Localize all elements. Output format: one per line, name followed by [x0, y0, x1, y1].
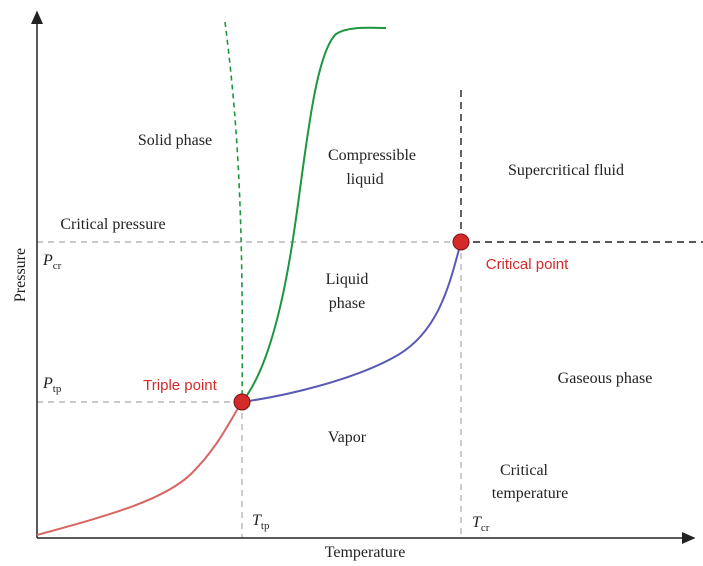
region-label: Liquid — [326, 271, 369, 288]
region-label: Vapor — [328, 429, 367, 446]
marker-label: Pcr — [42, 252, 62, 272]
supercritical-bounds — [460, 90, 703, 243]
region-label: Solid phase — [138, 132, 212, 149]
x-axis-label: Temperature — [325, 544, 406, 561]
sublimation-curve — [36, 401, 243, 536]
region-label: phase — [329, 295, 365, 312]
annotation: temperature — [492, 485, 568, 502]
region-label: Compressible — [328, 147, 416, 164]
vaporization-curve — [241, 241, 462, 403]
marker-label: Ptp — [42, 375, 62, 395]
critical-point — [452, 233, 470, 251]
melting-curve — [241, 26, 387, 403]
marker-label: Ttp — [252, 512, 270, 532]
y-axis-label: Pressure — [12, 248, 29, 302]
point-label: Critical point — [486, 256, 569, 273]
annotation: Critical pressure — [60, 216, 165, 233]
point-label: Triple point — [143, 377, 217, 394]
region-label: liquid — [346, 171, 383, 188]
marker-label: Tcr — [472, 514, 490, 534]
guides — [37, 241, 462, 538]
region-label: Gaseous phase — [558, 370, 653, 387]
triple-point — [233, 393, 251, 411]
region-label: Supercritical fluid — [508, 162, 624, 179]
annotation: Critical — [500, 462, 549, 479]
dashed-melting-curve — [224, 21, 244, 403]
